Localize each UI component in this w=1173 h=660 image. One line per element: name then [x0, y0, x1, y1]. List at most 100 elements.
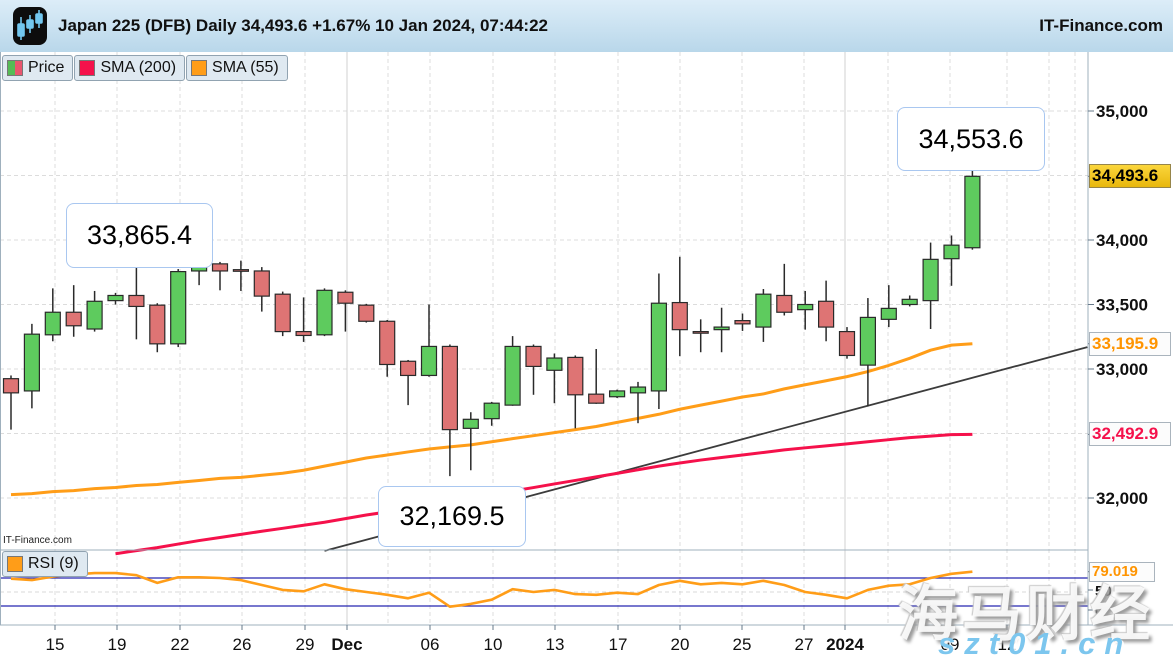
rsi-tick-label: 50 [1095, 583, 1112, 600]
candle-body[interactable] [713, 326, 730, 331]
candle-body[interactable] [107, 294, 124, 302]
candle-body[interactable] [608, 390, 626, 398]
time-axis-label: 06 [421, 635, 440, 654]
candle-body[interactable] [629, 386, 647, 394]
candle-body[interactable] [922, 258, 939, 302]
legend-price-label: Price [28, 59, 65, 76]
sma55-swatch-icon [191, 60, 208, 76]
main-legend: Price SMA (200) SMA (55) [2, 55, 289, 81]
candle-body[interactable] [23, 333, 40, 392]
sma200-line[interactable] [115, 432, 973, 556]
candle-body[interactable] [588, 393, 605, 404]
candle-body[interactable] [44, 311, 61, 336]
annotation-swing-high: 33,865.4 [66, 203, 213, 268]
time-axis-label: 26 [233, 635, 252, 654]
time-axis-label: 17 [609, 635, 628, 654]
time-axis-label: 13 [546, 635, 565, 654]
candle-body[interactable] [86, 300, 103, 330]
candle-body[interactable] [650, 302, 668, 392]
candle-body[interactable] [65, 311, 82, 327]
rsi-axis-box: 79.019 [1089, 561, 1155, 582]
price-tick-label: 34,000 [1096, 231, 1148, 250]
candle-body[interactable] [420, 345, 438, 377]
time-axis-label: 27 [795, 635, 814, 654]
candle-body[interactable] [567, 356, 584, 396]
candle-body[interactable] [692, 330, 709, 334]
sma200-axis-box: 32,492.9 [1089, 422, 1171, 447]
time-axis-label: 20 [671, 635, 690, 654]
rsi-swatch-icon [7, 556, 23, 572]
candle-body[interactable] [964, 175, 981, 249]
candle-body[interactable] [211, 263, 229, 272]
time-axis-label: 10 [484, 635, 503, 654]
candle-body[interactable] [755, 293, 772, 328]
time-axis-label: 19 [108, 635, 127, 654]
candle-body[interactable] [379, 320, 396, 366]
rsi-tick-label: 0 [1095, 603, 1103, 620]
legend-sma55-label: SMA (55) [212, 59, 279, 76]
sma55-line[interactable] [10, 342, 973, 497]
candle-body[interactable] [462, 418, 479, 429]
candle-body[interactable] [525, 345, 542, 368]
candle-body[interactable] [504, 345, 521, 406]
candle-body[interactable] [400, 360, 417, 377]
time-axis-label: 15 [46, 635, 65, 654]
candle-body[interactable] [734, 320, 751, 325]
candle-body[interactable] [483, 402, 500, 420]
time-axis-label: 25 [733, 635, 752, 654]
candle-body[interactable] [2, 378, 20, 394]
cn-watermark: 海马财经 [898, 581, 1154, 648]
price-swatch-icon [7, 60, 23, 76]
price-tick-label: 33,000 [1096, 360, 1148, 379]
legend-rsi-label: RSI (9) [28, 555, 79, 572]
price-tick-label: 33,500 [1096, 296, 1148, 315]
candle-body[interactable] [441, 345, 458, 431]
last-price-axis-box: 34,493.6 [1089, 164, 1171, 189]
candle-body[interactable] [274, 293, 291, 333]
brand-label: IT-Finance.com [1039, 16, 1163, 35]
time-axis-label: Dec [331, 635, 362, 654]
time-axis-label: 12 [998, 635, 1017, 654]
sma55-axis-box: 33,195.9 [1089, 331, 1171, 356]
rsi-legend: RSI (9) [2, 551, 89, 577]
candle-body[interactable] [128, 294, 145, 308]
legend-item-sma55[interactable]: SMA (55) [186, 55, 288, 81]
time-axis-label: 22 [171, 635, 190, 654]
time-axis-label: 29 [296, 635, 315, 654]
legend-item-sma200[interactable]: SMA (200) [74, 55, 186, 81]
legend-sma200-label: SMA (200) [100, 59, 177, 76]
annotation-current-high: 34,553.6 [897, 107, 1045, 171]
candle-body[interactable] [546, 357, 563, 371]
candle-body[interactable] [901, 298, 918, 306]
candle-body[interactable] [817, 300, 835, 328]
candle-body[interactable] [295, 330, 312, 337]
candle-body[interactable] [880, 307, 897, 320]
time-axis-label: 09 [941, 635, 960, 654]
candlestick-logo-icon [13, 7, 47, 45]
candle-body[interactable] [838, 330, 856, 357]
rsi-line[interactable] [10, 570, 973, 609]
candle-body[interactable] [337, 291, 354, 304]
candle-body[interactable] [149, 304, 166, 345]
legend-item-rsi[interactable]: RSI (9) [2, 551, 88, 577]
time-axis-label: 2024 [826, 635, 864, 654]
candle-body[interactable] [316, 289, 333, 336]
price-tick-label: 32,000 [1096, 489, 1148, 508]
candle-body[interactable] [253, 270, 270, 297]
candle-body[interactable] [170, 271, 187, 345]
price-tick-label: 35,000 [1096, 102, 1148, 121]
candle-body[interactable] [943, 244, 960, 260]
site-watermark-small: IT-Finance.com [3, 535, 72, 546]
candle-body[interactable] [776, 294, 793, 313]
candle-body[interactable] [232, 269, 249, 272]
legend-item-price[interactable]: Price [2, 55, 74, 81]
candle-body[interactable] [859, 316, 877, 366]
annotation-swing-low: 32,169.5 [378, 486, 526, 547]
candle-body[interactable] [671, 301, 688, 331]
candle-body[interactable] [797, 303, 814, 311]
candle-body[interactable] [358, 304, 375, 322]
chart-title: Japan 225 (DFB) Daily 34,493.6 +1.67% 10… [58, 16, 548, 35]
cn-url-watermark: szt01.cn [938, 626, 1133, 660]
